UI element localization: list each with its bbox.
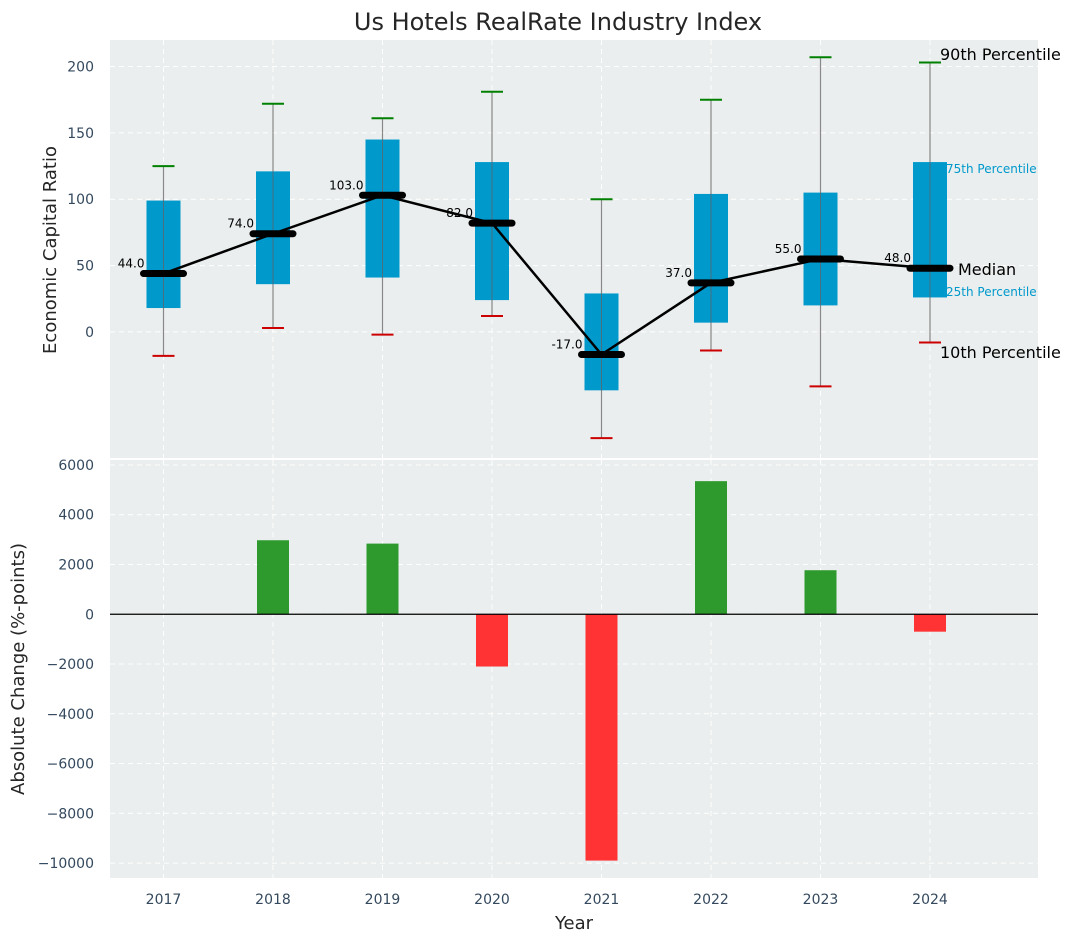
bottom-y-tick-label: −10000: [38, 856, 94, 872]
bar-2022: [695, 481, 727, 615]
boxplot-2020: [475, 90, 509, 318]
boxplot-2017: [146, 165, 181, 357]
bottom-bars: [257, 481, 946, 861]
bottom-y-tick-label: 0: [85, 607, 94, 623]
x-tick-label: 2018: [255, 892, 291, 908]
top-y-tick-label: 100: [67, 192, 94, 208]
median-trend-line: 44.0 74.0 103.0 82.0 -17.0 37.0 55.0 48.0: [118, 178, 954, 358]
boxplot-2019: [365, 117, 400, 336]
x-tick-label: 2024: [912, 892, 948, 908]
top-boxplots: [146, 56, 947, 440]
top-y-tick-label: 0: [85, 325, 94, 341]
x-axis-ticks: 2017 2018 2019 2020 2021 2022 2023 2024: [146, 892, 948, 908]
top-y-tick-label: 200: [67, 60, 94, 76]
x-tick-label: 2022: [693, 892, 729, 908]
legend-p75: 75th Percentile: [946, 162, 1037, 176]
x-tick-label: 2017: [146, 892, 182, 908]
median-value-label: 82.0: [446, 206, 473, 220]
bar-2023: [804, 570, 837, 615]
median-value-label: 74.0: [227, 217, 254, 231]
bar-2018: [257, 540, 289, 615]
legend-median: Median: [958, 260, 1016, 279]
bottom-y-axis-ticks: 6000 4000 2000 0 −2000 −4000 −6000 −8000 −10000: [38, 458, 94, 872]
boxplot-2022: [694, 98, 728, 352]
x-tick-label: 2020: [474, 892, 510, 908]
bottom-y-tick-label: −4000: [47, 707, 94, 723]
percentile-legend: 90th Percentile 75th Percentile Median 2…: [940, 45, 1061, 362]
bottom-y-tick-label: 4000: [58, 508, 94, 524]
legend-p90: 90th Percentile: [940, 45, 1061, 64]
bar-2019: [366, 543, 399, 615]
median-value-label: 37.0: [665, 266, 692, 280]
legend-p10: 10th Percentile: [940, 343, 1061, 362]
boxplot-2024: [913, 61, 947, 344]
median-value-label: 48.0: [884, 251, 911, 265]
top-plot-background: [110, 40, 1038, 458]
bottom-y-tick-label: −8000: [47, 806, 94, 822]
top-y-tick-label: 150: [67, 126, 94, 142]
boxplot-2023: [803, 56, 838, 388]
chart-title: Us Hotels RealRate Industry Index: [354, 8, 762, 36]
bottom-y-tick-label: −2000: [47, 657, 94, 673]
median-line: [163, 193, 931, 357]
bottom-y-tick-label: −6000: [47, 757, 94, 773]
top-y-axis-label: Economic Capital Ratio: [40, 146, 61, 354]
bar-2020: [476, 614, 508, 667]
top-y-axis-ticks: 0 50 100 150 200: [67, 60, 94, 341]
bar-2024: [914, 614, 946, 632]
bottom-y-tick-label: 2000: [58, 558, 94, 574]
median-value-label: 55.0: [775, 242, 802, 256]
bottom-y-tick-label: 6000: [58, 458, 94, 474]
bottom-plot-background: [110, 460, 1038, 878]
x-tick-label: 2021: [584, 892, 620, 908]
x-tick-label: 2019: [365, 892, 401, 908]
median-value-label: 44.0: [118, 257, 145, 271]
median-value-label: 103.0: [329, 178, 363, 192]
x-axis-label: Year: [554, 913, 594, 934]
bar-2021: [585, 614, 618, 861]
median-value-label: -17.0: [551, 337, 582, 351]
x-tick-label: 2023: [803, 892, 839, 908]
top-y-tick-label: 50: [76, 259, 94, 275]
boxplot-2018: [256, 102, 290, 329]
bottom-y-axis-label: Absolute Change (%-points): [8, 543, 29, 795]
legend-p25: 25th Percentile: [946, 285, 1037, 299]
